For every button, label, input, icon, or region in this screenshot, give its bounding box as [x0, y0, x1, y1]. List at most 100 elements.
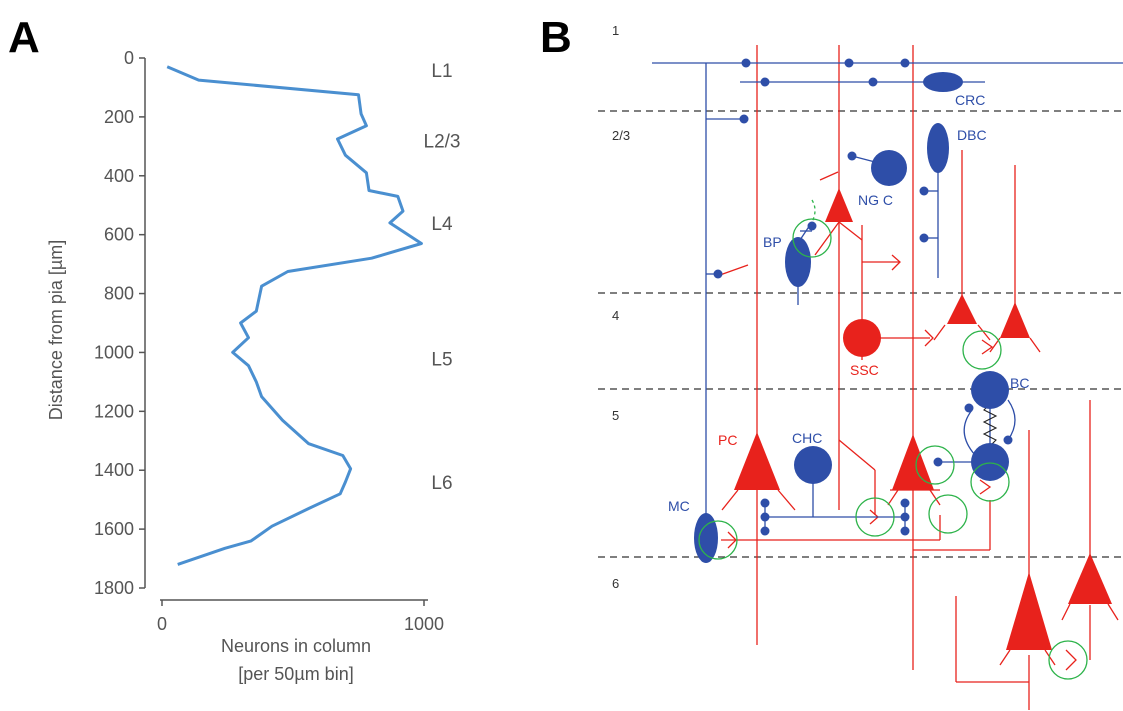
excitatory-processes [719, 45, 1119, 710]
l6-basal-3 [1061, 603, 1071, 621]
bouton [868, 77, 878, 87]
bp-label: BP [763, 234, 782, 250]
layer-label-l6: L6 [431, 473, 452, 494]
y-axis-title: Distance from pia [µm] [46, 240, 66, 420]
bouton [741, 58, 751, 68]
l23-synapse-fork [891, 254, 901, 271]
synapse-circle [915, 445, 955, 485]
l5-pyramidal-soma [734, 432, 780, 490]
l23-pc-basal-left [814, 221, 840, 256]
x-axis-title-line2: [per 50µm bin] [238, 664, 353, 684]
l5-c [929, 489, 941, 506]
y-tick-label: 1400 [94, 460, 134, 480]
chc-input-branch [838, 439, 876, 471]
layer-number-2-3: 2/3 [612, 128, 630, 143]
synapse-circle [1048, 640, 1088, 680]
l6-basal-4 [1107, 603, 1119, 621]
bouton [713, 269, 723, 279]
l6-pyramidal-soma-2 [1068, 553, 1112, 604]
y-axis-ticks: 0 200 400 600 800 1000 1200 1400 1600 1800 [94, 48, 145, 598]
synapse-circle [928, 494, 968, 534]
chc-label: CHC [792, 430, 822, 446]
bc-loop-right [1007, 399, 1016, 441]
bouton [964, 403, 974, 413]
l4-synapse-fork [981, 339, 994, 355]
layer-label-l4: L4 [431, 214, 453, 235]
chc-soma [794, 446, 832, 484]
l4-basal-4 [1029, 337, 1041, 353]
bouton [760, 77, 770, 87]
bouton [919, 233, 929, 243]
l6-synapse-fork [1065, 649, 1077, 671]
l5-pc-basal-right [777, 489, 796, 511]
crc-soma [923, 72, 963, 92]
synapse-circle [698, 520, 738, 560]
l6-basal-1 [999, 649, 1011, 666]
x-tick-label: 0 [157, 614, 167, 634]
bouton [1003, 435, 1013, 445]
bc-synapse-fork [979, 479, 992, 495]
l4-pyramidal-soma-1 [947, 294, 977, 324]
panel-b-letter: B [540, 13, 572, 62]
cortical-layer-labels: L1 L2/3 L4 L5 L6 [424, 61, 461, 494]
neuron-density-line [166, 65, 423, 566]
x-axis-ticks: 0 1000 [157, 600, 444, 634]
bp-dashed-process [811, 199, 816, 223]
bouton [760, 498, 770, 508]
l5-pyramidal-soma-2 [892, 434, 934, 490]
ssc-soma [843, 319, 881, 357]
inhibitory-somata [694, 72, 1009, 563]
bouton [844, 58, 854, 68]
crc-label: CRC [955, 92, 985, 108]
panel-a-depth-profile: A 0 200 400 600 800 1000 1200 1400 1600 1800 0 100… [8, 13, 460, 684]
x-tick-label: 1000 [404, 614, 444, 634]
synapse-circle [962, 330, 1002, 370]
bouton [900, 498, 910, 508]
l5-pc-basal-left [721, 489, 739, 511]
mc-label: MC [668, 498, 690, 514]
dbc-label: DBC [957, 127, 987, 143]
bc-label: BC [1010, 375, 1029, 391]
inhibitory-boutons [713, 58, 1013, 536]
y-tick-label: 600 [104, 225, 134, 245]
ngc-target-branch [819, 171, 839, 181]
y-tick-label: 1200 [94, 401, 134, 421]
bouton [919, 186, 929, 196]
l6-pyramidal-soma-1 [1006, 572, 1052, 650]
y-tick-label: 1600 [94, 519, 134, 539]
bc-soma-lower [971, 443, 1009, 481]
bouton [933, 457, 943, 467]
bp-target-branch [719, 264, 749, 276]
synapse-circles [698, 218, 1088, 680]
l23-pc-basal-right [838, 221, 863, 241]
l5-b [887, 489, 899, 506]
pc-label: PC [718, 432, 737, 448]
layer-label-l5: L5 [431, 349, 452, 370]
y-tick-label: 200 [104, 107, 134, 127]
ssc-synapse-fork [924, 329, 934, 347]
bp-soma [785, 237, 811, 287]
bouton [847, 151, 857, 161]
layer-number-4: 4 [612, 308, 619, 323]
layer-number-5: 5 [612, 408, 619, 423]
y-tick-label: 800 [104, 284, 134, 304]
l23-pyramidal-soma [825, 188, 853, 222]
bc-loop-left [963, 409, 976, 456]
ssc-label: SSC [850, 362, 879, 378]
bouton [900, 512, 910, 522]
bouton [807, 221, 817, 231]
y-tick-label: 1000 [94, 342, 134, 362]
y-tick-label: 0 [124, 48, 134, 68]
bouton [760, 512, 770, 522]
inhibitory-processes [652, 62, 1123, 531]
l4-pyramidal-soma-2 [1000, 302, 1030, 338]
dbc-soma [927, 123, 949, 173]
layer-label-l2-3: L2/3 [424, 131, 461, 152]
layer-number-6: 6 [612, 576, 619, 591]
panel-b-circuit-diagram: B 1 2/3 4 5 6 [540, 13, 1123, 710]
gap-junction-zigzag [982, 403, 998, 447]
ngc-label: NG C [858, 192, 893, 208]
layer-number-1: 1 [612, 23, 619, 38]
excitatory-somata [734, 188, 1112, 650]
